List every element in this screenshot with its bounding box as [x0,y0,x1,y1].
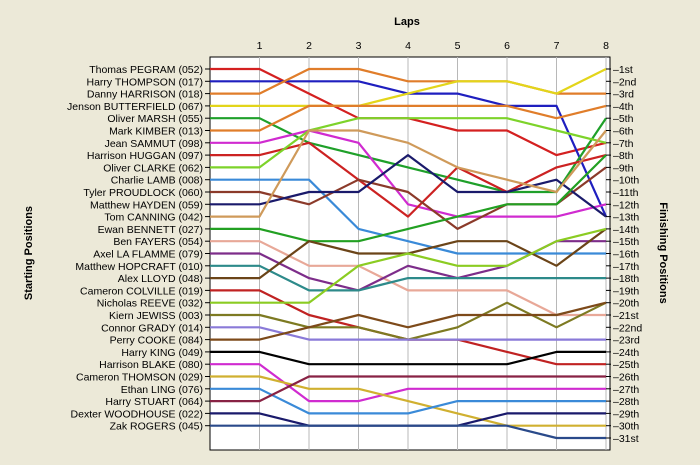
driver-line [210,117,607,194]
lap-tick-label: 3 [356,40,362,52]
lap-tick-label: 6 [504,40,510,52]
driver-line [210,117,607,169]
finishing-position-label: –5th [613,113,634,125]
finishing-position-label: –9th [613,162,634,174]
driver-name-label: Dexter WOODHOUSE (022) [71,408,203,420]
driver-name-label: Tom CANNING (042) [104,212,203,224]
finishing-position-label: –14th [613,224,639,236]
lap-tick-label: 4 [405,40,411,52]
finishing-position-label: –12th [613,199,639,211]
driver-name-label: Mark KIMBER (013) [109,126,203,138]
driver-line [210,375,606,403]
driver-line [210,301,607,341]
finishing-position-label: –4th [613,101,634,113]
driver-name-label: Oliver MARSH (055) [107,113,203,125]
driver-name-label: Axel LA FLAMME (079) [93,249,203,261]
driver-name-label: Perry COOKE (084) [110,335,203,347]
driver-line [210,424,606,440]
finishing-position-label: –28th [613,396,639,408]
driver-name-label: Connor GRADY (014) [101,322,203,334]
driver-line [210,363,606,403]
finishing-position-label: –25th [613,359,639,371]
driver-name-label: Nicholas REEVE (032) [97,298,203,310]
finishing-position-label: –21st [613,310,639,322]
finishing-position-label: –19th [613,285,639,297]
right-axis-title: Finishing Positions [657,202,669,303]
driver-name-label: Oliver CLARKE (062) [103,162,203,174]
axis-labels: 1 2 3 4 5 6 7 8 –1st–2nd–3rd–4th–5th–6th–7th–8th… [67,40,642,445]
finishing-position-label: –16th [613,249,639,261]
driver-name-label: Cameron COLVILLE (019) [80,285,203,297]
finishing-position-label: –15th [613,236,639,248]
lap-tick-label: 1 [257,40,263,52]
driver-name-label: Ewan BENNETT (027) [98,224,203,236]
driver-name-label: Zak ROGERS (045) [110,421,203,433]
series-lines [210,67,608,440]
finishing-position-label: –27th [613,384,639,396]
finishing-position-label: –1st [613,64,633,76]
finishing-position-label: –10th [613,175,639,187]
driver-line [210,178,606,255]
driver-line [210,350,606,366]
driver-line [210,68,607,108]
driver-name-label: Cameron THOMSON (029) [76,372,203,384]
driver-name-label: Ben FAYERS (054) [113,236,203,248]
driver-name-label: Jean SAMMUT (098) [105,138,203,150]
driver-line [210,387,606,415]
driver-name-label: Harry STUART (064) [105,396,203,408]
finishing-position-label: –6th [613,126,634,138]
finishing-position-label: –13th [613,212,639,224]
finishing-position-label: –11th [613,187,639,199]
finishing-position-label: –3rd [613,89,634,101]
finishing-position-label: –29th [613,408,639,420]
driver-name-label: Ethan LING (076) [121,384,203,396]
finishing-position-label: –24th [613,347,639,359]
driver-line [210,154,607,243]
lap-tick-label: 5 [455,40,461,52]
left-axis-title: Starting Positions [23,206,35,300]
finishing-position-label: –23rd [613,335,640,347]
finishing-position-label: –7th [613,138,634,150]
finishing-position-label: –17th [613,261,639,273]
x-axis-title: Laps [394,16,420,28]
driver-name-label: Matthew HAYDEN (059) [90,199,203,211]
lap-tick-label: 2 [306,40,312,52]
finishing-position-label: –18th [613,273,639,285]
finishing-position-label: –2nd [613,76,637,88]
driver-line [210,141,607,218]
driver-name-label: Danny HARRISON (018) [87,89,203,101]
driver-name-label: Alex LLOYD (048) [118,273,203,285]
driver-name-label: Thomas PEGRAM (052) [89,64,203,76]
lap-tick-label: 8 [603,40,609,52]
lap-tick-label: 7 [554,40,560,52]
driver-name-label: Tyler PROUDLOCK (060) [83,187,203,199]
driver-name-label: Harry THOMPSON (017) [87,76,204,88]
driver-line [210,375,606,427]
finishing-position-label: –26th [613,372,639,384]
driver-name-label: Harrison BLAKE (080) [99,359,203,371]
driver-name-label: Harry KING (049) [121,347,203,359]
driver-name-label: Matthew HOPCRAFT (010) [75,261,203,273]
driver-line [210,264,606,292]
driver-line [210,129,607,218]
finishing-position-label: –30th [613,421,639,433]
driver-line [210,240,606,317]
driver-line [210,104,607,132]
driver-line [210,227,607,304]
driver-line [210,129,607,218]
finishing-position-label: –22nd [613,322,642,334]
finishing-position-label: –20th [613,298,639,310]
finishing-position-label: –31st [613,433,639,445]
driver-name-label: Jenson BUTTERFIELD (067) [67,101,203,113]
driver-name-label: Kiern JEWISS (003) [109,310,203,322]
finishing-position-label: –8th [613,150,634,162]
driver-name-label: Charlie LAMB (008) [111,175,203,187]
driver-line [210,154,607,218]
driver-name-label: Harrison HUGGAN (097) [87,150,203,162]
driver-line [210,326,606,341]
